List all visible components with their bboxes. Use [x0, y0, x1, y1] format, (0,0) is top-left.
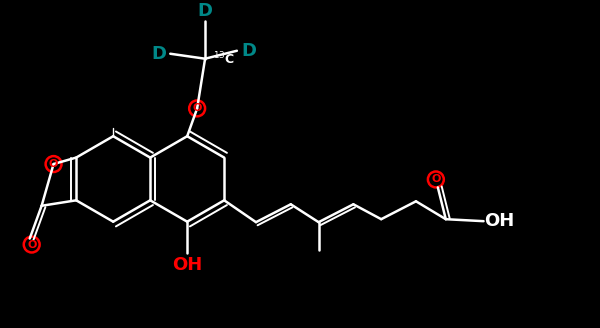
Text: OH: OH [172, 256, 202, 275]
Text: O: O [27, 239, 37, 250]
Text: D: D [197, 2, 212, 20]
Text: OH: OH [484, 212, 515, 230]
Text: O: O [49, 159, 58, 169]
Text: D: D [241, 42, 256, 60]
Text: O: O [431, 174, 440, 184]
Text: $^{13}$C: $^{13}$C [213, 51, 235, 67]
Text: D: D [151, 45, 166, 63]
Text: O: O [193, 103, 202, 113]
